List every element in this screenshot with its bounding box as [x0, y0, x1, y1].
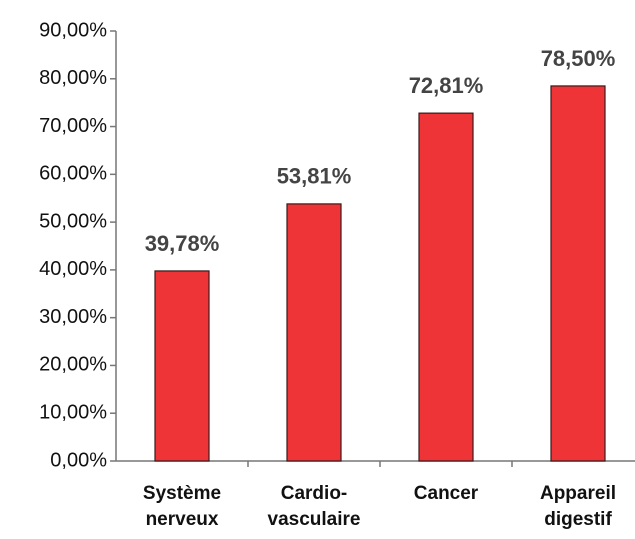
y-tick-label: 10,00% — [39, 402, 107, 424]
y-tick-label: 40,00% — [39, 258, 107, 280]
value-label: 72,81% — [409, 73, 484, 98]
value-label: 39,78% — [145, 231, 220, 256]
y-tick-label: 50,00% — [39, 210, 107, 232]
bar — [286, 203, 342, 462]
bar — [418, 112, 474, 462]
y-tick-label: 20,00% — [39, 354, 107, 376]
bar — [154, 270, 210, 462]
value-label: 53,81% — [277, 164, 352, 189]
y-tick-label: 70,00% — [39, 115, 107, 137]
x-tick-label: Système nerveux — [142, 483, 222, 530]
x-tick-label: Cancer — [413, 483, 479, 504]
value-label: 78,50% — [541, 46, 616, 71]
y-tick-label: 0,00% — [50, 449, 107, 471]
y-tick-label: 90,00% — [39, 19, 107, 41]
y-tick-label: 80,00% — [39, 67, 107, 89]
x-tick-label: Cardio-vasculaire — [267, 483, 361, 530]
y-tick-label: 60,00% — [39, 163, 107, 185]
bar — [550, 85, 606, 462]
y-tick-label: 30,00% — [39, 306, 107, 328]
x-tick-label: Appareil digestif — [539, 483, 617, 530]
